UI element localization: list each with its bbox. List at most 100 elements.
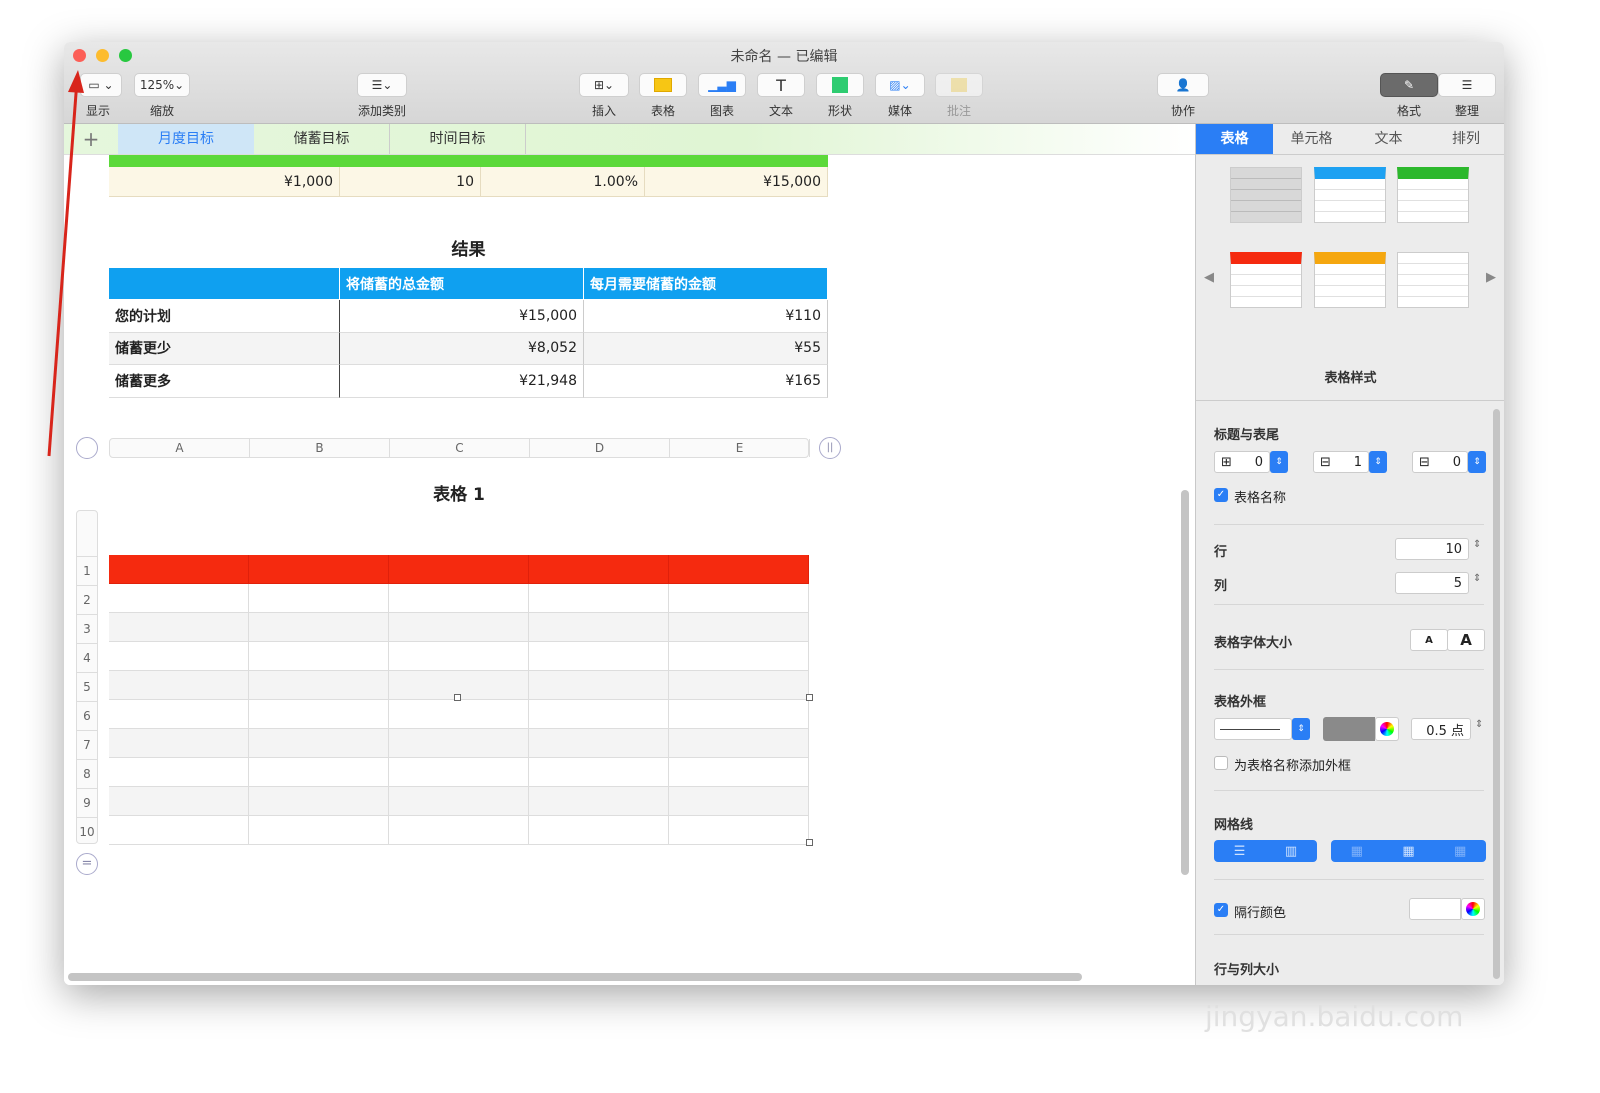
results-header-cell[interactable]: 将储蓄的总金额 (340, 268, 584, 300)
table1-cell[interactable] (389, 729, 529, 758)
table1-cell[interactable] (669, 816, 809, 845)
format-button[interactable]: ✎ (1380, 73, 1438, 97)
add-row-handle[interactable]: = (76, 853, 98, 875)
row-header-3[interactable]: 3 (77, 614, 97, 643)
results-cell[interactable]: ¥55 (584, 332, 828, 365)
close-button[interactable] (73, 49, 86, 62)
canvas[interactable]: ¥1,000 10 1.00% ¥15,000 结果 将储蓄的总金额 每月需要储蓄的金额… (64, 155, 1195, 985)
column-header-A[interactable]: A (110, 439, 250, 457)
table1-cell[interactable] (529, 584, 669, 613)
footer-rows-field[interactable]: ⊟ 0 (1412, 451, 1468, 473)
minimize-button[interactable] (96, 49, 109, 62)
table1-cell[interactable] (669, 758, 809, 787)
table-name-checkbox[interactable]: ✓ (1214, 488, 1228, 502)
resize-handle[interactable] (454, 694, 461, 701)
alt-row-color-well[interactable] (1409, 898, 1461, 920)
organize-button[interactable]: ☰ (1438, 73, 1496, 97)
top-table-cell[interactable]: 10 (340, 167, 481, 197)
footer-rows-stepper[interactable]: ⇕ (1468, 451, 1486, 473)
results-cell[interactable]: ¥21,948 (340, 365, 584, 398)
sheet-tab-time[interactable]: 时间目标 (390, 124, 526, 154)
table1-cell[interactable] (389, 700, 529, 729)
table1-cell[interactable] (529, 555, 669, 584)
rows-stepper[interactable]: ⇕ (1473, 539, 1482, 550)
table1-cell[interactable] (529, 816, 669, 845)
table1-cell[interactable] (389, 555, 529, 584)
horizontal-gridlines-icon[interactable]: ☰ (1233, 843, 1246, 859)
footer-gridlines-icon[interactable]: ▦ (1453, 843, 1467, 859)
sheet-tab-monthly[interactable]: 月度目标 (118, 124, 254, 154)
gridlines-group-1[interactable]: ☰ ▥ (1214, 840, 1317, 862)
table1-cell[interactable] (389, 584, 529, 613)
column-header-E[interactable]: E (670, 439, 810, 457)
table1-cell[interactable] (249, 816, 389, 845)
table1-cell[interactable] (249, 555, 389, 584)
table-style-gray[interactable] (1230, 167, 1302, 223)
border-name-checkbox[interactable] (1214, 756, 1228, 770)
gridlines-group-2[interactable]: ▦ ▦ ▦ (1331, 840, 1486, 862)
table1-cell[interactable] (249, 729, 389, 758)
results-row-label[interactable]: 您的计划 (109, 300, 340, 333)
media-button[interactable]: ▨⌄ (875, 73, 925, 97)
table1-cell[interactable] (669, 700, 809, 729)
results-cell[interactable]: ¥165 (584, 365, 828, 398)
header-rows-stepper[interactable]: ⇕ (1270, 451, 1288, 473)
table1-cell[interactable] (669, 555, 809, 584)
row-header-5[interactable]: 5 (77, 672, 97, 701)
border-color-well[interactable] (1323, 717, 1375, 741)
resize-handle[interactable] (806, 839, 813, 846)
table-style-red[interactable] (1230, 252, 1302, 308)
table1-cell[interactable] (669, 729, 809, 758)
table1-cell[interactable] (669, 671, 809, 700)
top-table-cell[interactable]: ¥1,000 (109, 167, 340, 197)
results-cell[interactable]: ¥15,000 (340, 300, 584, 333)
table1-cell[interactable] (249, 584, 389, 613)
table1-cell[interactable] (249, 671, 389, 700)
rows-field[interactable]: 10 (1395, 538, 1469, 560)
results-header-cell[interactable]: 每月需要储蓄的金额 (584, 268, 828, 300)
row-header-1[interactable]: 1 (77, 556, 97, 585)
table-style-blue[interactable] (1314, 167, 1386, 223)
next-styles-arrow-icon[interactable]: ▶ (1486, 270, 1496, 285)
table1-cell[interactable] (109, 700, 249, 729)
collaborate-button[interactable]: 👤 (1157, 73, 1209, 97)
shape-button[interactable] (816, 73, 864, 97)
table1-cell[interactable] (109, 613, 249, 642)
add-category-button[interactable]: ☰⌄ (357, 73, 407, 97)
table1-cell[interactable] (109, 729, 249, 758)
header-col-gridlines-icon[interactable]: ▦ (1402, 843, 1415, 859)
table1-cell[interactable] (669, 613, 809, 642)
table1-cell[interactable] (669, 584, 809, 613)
table1-cell[interactable] (109, 555, 249, 584)
table1-cell[interactable] (249, 642, 389, 671)
border-width-field[interactable]: 0.5 点 (1411, 718, 1471, 740)
decrease-font-button[interactable]: A (1410, 629, 1448, 651)
table1-cell[interactable] (389, 787, 529, 816)
table1-cell[interactable] (109, 758, 249, 787)
table1-cell[interactable] (669, 642, 809, 671)
results-cell[interactable]: ¥110 (584, 300, 828, 333)
table1-cell[interactable] (249, 613, 389, 642)
column-header-C[interactable]: C (390, 439, 530, 457)
top-table-cell[interactable]: ¥15,000 (645, 167, 828, 197)
table1-cell[interactable] (389, 816, 529, 845)
horizontal-scrollbar[interactable] (68, 973, 1082, 981)
text-button[interactable]: T (757, 73, 805, 97)
alternating-rows-checkbox[interactable]: ✓ (1214, 903, 1228, 917)
table1-cell[interactable] (529, 729, 669, 758)
add-sheet-button[interactable]: + (82, 127, 100, 151)
select-table-handle[interactable] (76, 437, 98, 459)
column-header-B[interactable]: B (250, 439, 390, 457)
resize-handle[interactable] (806, 694, 813, 701)
table-style-plain[interactable] (1397, 252, 1469, 308)
zoom-window-button[interactable] (119, 49, 132, 62)
view-button[interactable]: ▭ ⌄ (80, 73, 122, 97)
table1-cell[interactable] (109, 787, 249, 816)
zoom-select[interactable]: 125% ⌄ (134, 73, 190, 97)
row-header-8[interactable]: 8 (77, 759, 97, 788)
border-width-stepper[interactable]: ⇕ (1475, 719, 1484, 730)
table1-cell[interactable] (389, 758, 529, 787)
table1-cell[interactable] (529, 787, 669, 816)
table1-cell[interactable] (529, 613, 669, 642)
results-cell[interactable]: ¥8,052 (340, 332, 584, 365)
